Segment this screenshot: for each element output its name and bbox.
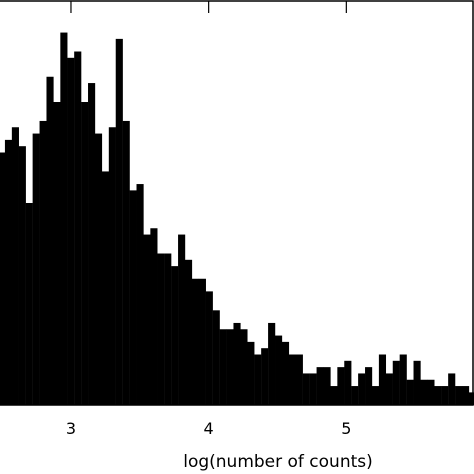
histogram-bar bbox=[302, 373, 310, 405]
histogram-bar bbox=[212, 310, 220, 405]
histogram-bar bbox=[420, 379, 428, 405]
histogram-bar bbox=[94, 133, 103, 405]
histogram-bar bbox=[25, 203, 33, 405]
histogram-bar bbox=[171, 266, 179, 406]
histogram-bar bbox=[344, 360, 352, 405]
histogram-bar bbox=[129, 190, 137, 406]
x-tick-label: 5 bbox=[341, 419, 351, 438]
histogram-bar bbox=[281, 341, 290, 406]
histogram-bar bbox=[101, 171, 110, 405]
histogram-bar bbox=[136, 184, 144, 405]
histogram-bar bbox=[198, 278, 206, 405]
histogram-bar bbox=[115, 38, 123, 406]
histogram-bar bbox=[468, 392, 474, 406]
histogram-bar bbox=[351, 386, 359, 405]
bars-group bbox=[0, 32, 474, 406]
histogram-bar bbox=[330, 386, 338, 405]
histogram-bar bbox=[261, 348, 269, 405]
histogram-bar bbox=[378, 354, 387, 405]
histogram-bar bbox=[74, 51, 82, 405]
histogram-bar bbox=[358, 373, 366, 405]
histogram-bar bbox=[108, 127, 116, 405]
histogram-bar bbox=[392, 360, 400, 405]
histogram-bar bbox=[11, 127, 19, 405]
histogram-bar bbox=[143, 234, 151, 405]
plot-frame bbox=[0, 0, 474, 406]
histogram-bar bbox=[406, 379, 414, 405]
histogram-bar bbox=[316, 367, 324, 406]
histogram-bar bbox=[184, 259, 193, 405]
histogram-bar bbox=[4, 139, 13, 406]
histogram-bar bbox=[191, 278, 200, 405]
histogram-bar bbox=[178, 234, 186, 405]
histogram-bar bbox=[295, 354, 303, 405]
histogram-bar bbox=[39, 120, 47, 405]
histogram-bar bbox=[0, 152, 6, 405]
histogram-bar bbox=[247, 341, 255, 406]
histogram-bar bbox=[399, 354, 407, 405]
histogram-bar bbox=[205, 291, 213, 406]
histogram-bar bbox=[81, 102, 89, 405]
histogram-bar bbox=[53, 102, 61, 405]
histogram-bar bbox=[413, 360, 421, 405]
histogram-bar bbox=[448, 373, 456, 405]
histogram-bar bbox=[323, 367, 331, 406]
histogram-bar bbox=[32, 133, 40, 405]
histogram-bar bbox=[18, 146, 26, 405]
histogram-bar bbox=[254, 354, 262, 405]
histogram-bar bbox=[434, 386, 442, 405]
histogram-bar bbox=[427, 379, 435, 405]
histogram-bar bbox=[240, 329, 248, 405]
histogram-bar bbox=[309, 373, 317, 405]
x-tick-label: 3 bbox=[66, 419, 76, 438]
histogram-bar bbox=[288, 354, 296, 405]
x-axis-label: log(number of counts) bbox=[183, 452, 373, 472]
histogram-bar bbox=[268, 322, 276, 405]
histogram-bar bbox=[150, 228, 158, 405]
histogram-bar bbox=[371, 386, 380, 405]
histogram-bar bbox=[164, 253, 172, 405]
histogram-bar bbox=[157, 253, 165, 405]
x-tick-label: 4 bbox=[204, 419, 214, 438]
histogram-bar bbox=[385, 373, 393, 405]
axes-group: 3 4 5 bbox=[0, 0, 474, 438]
histogram-bar bbox=[46, 76, 54, 405]
histogram-bar bbox=[88, 83, 96, 405]
histogram-bar bbox=[365, 367, 373, 406]
histogram-bar bbox=[226, 329, 234, 405]
histogram-bar bbox=[122, 120, 130, 405]
histogram-bar bbox=[275, 335, 283, 405]
histogram-bar bbox=[441, 386, 449, 405]
histogram-bar bbox=[233, 322, 241, 405]
histogram-bar bbox=[462, 386, 470, 405]
histogram-bar bbox=[60, 32, 68, 406]
histogram-bar bbox=[67, 57, 75, 406]
histogram-bar bbox=[219, 329, 227, 405]
histogram-bar bbox=[455, 386, 463, 405]
histogram-bar bbox=[337, 367, 345, 406]
